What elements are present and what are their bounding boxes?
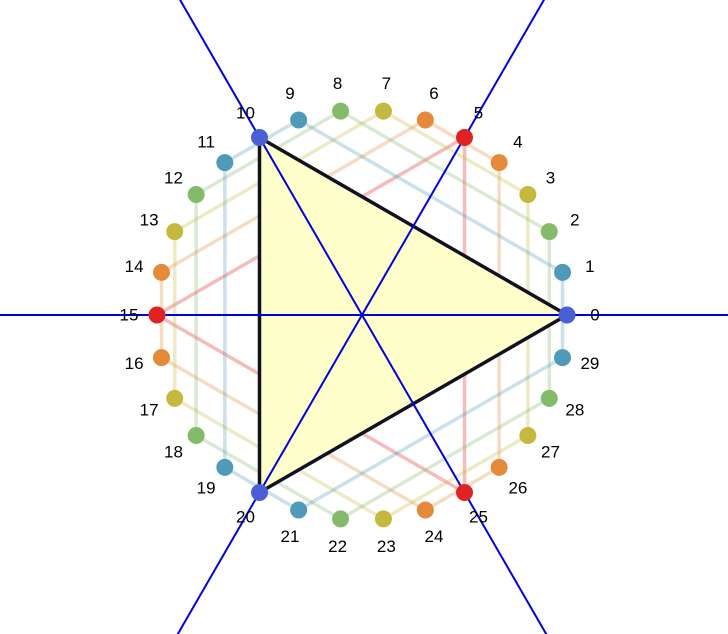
point-18 — [187, 426, 205, 444]
point-1 — [554, 263, 572, 281]
point-label-4: 4 — [513, 132, 522, 151]
point-22 — [332, 510, 350, 528]
point-9 — [290, 111, 308, 129]
point-8 — [332, 102, 350, 120]
point-15 — [148, 306, 166, 324]
point-29 — [554, 349, 572, 367]
point-12 — [187, 186, 205, 204]
point-label-5: 5 — [474, 104, 483, 123]
point-13 — [166, 223, 184, 241]
point-label-2: 2 — [570, 211, 579, 230]
point-27 — [519, 426, 537, 444]
point-21 — [290, 501, 308, 519]
point-label-22: 22 — [328, 537, 347, 556]
point-label-20: 20 — [236, 507, 255, 526]
point-23 — [374, 510, 392, 528]
point-4 — [490, 154, 508, 172]
point-label-29: 29 — [580, 354, 599, 373]
point-label-7: 7 — [382, 74, 391, 93]
point-28 — [540, 389, 558, 407]
point-label-3: 3 — [546, 169, 555, 188]
point-11 — [216, 154, 234, 172]
point-label-21: 21 — [281, 527, 300, 546]
point-label-17: 17 — [140, 400, 159, 419]
point-0 — [558, 306, 576, 324]
point-2 — [540, 223, 558, 241]
point-17 — [166, 389, 184, 407]
point-19 — [216, 458, 234, 476]
point-label-11: 11 — [197, 132, 215, 151]
point-20 — [251, 484, 268, 502]
point-25 — [456, 484, 473, 502]
point-label-25: 25 — [469, 507, 488, 526]
point-label-9: 9 — [285, 84, 294, 103]
point-label-28: 28 — [565, 400, 584, 419]
point-3 — [519, 186, 537, 204]
point-label-19: 19 — [197, 479, 216, 498]
point-layer — [148, 102, 576, 528]
point-label-26: 26 — [508, 479, 527, 498]
point-label-0: 0 — [590, 306, 599, 325]
point-label-15: 15 — [120, 306, 139, 325]
point-label-12: 12 — [164, 169, 183, 188]
point-10 — [251, 128, 268, 146]
point-14 — [152, 263, 170, 281]
point-26 — [490, 458, 508, 476]
point-label-10: 10 — [236, 104, 255, 123]
point-label-8: 8 — [333, 74, 342, 93]
point-label-14: 14 — [125, 257, 144, 276]
point-7 — [374, 102, 392, 120]
point-label-1: 1 — [585, 257, 594, 276]
point-label-16: 16 — [125, 354, 144, 373]
point-label-13: 13 — [140, 211, 159, 230]
point-24 — [416, 501, 434, 519]
symmetry-axis-20 — [176, 0, 546, 634]
point-16 — [152, 349, 170, 367]
point-label-6: 6 — [429, 84, 438, 103]
point-label-24: 24 — [425, 527, 444, 546]
point-label-18: 18 — [164, 442, 183, 461]
point-5 — [456, 128, 473, 146]
point-6 — [416, 111, 434, 129]
point-label-23: 23 — [377, 537, 396, 556]
point-label-27: 27 — [541, 442, 560, 461]
